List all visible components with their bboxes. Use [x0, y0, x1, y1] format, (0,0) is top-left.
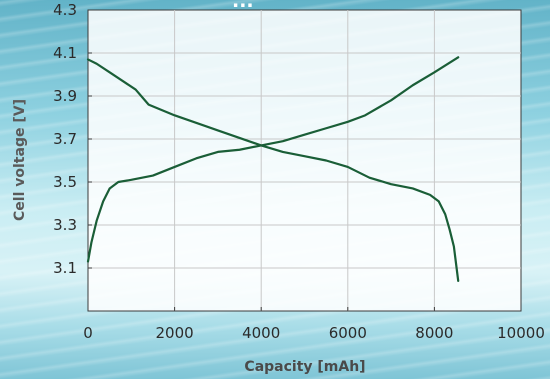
y-tick-label-6: 4.3	[53, 1, 77, 19]
y-tick-label-0: 3.1	[53, 259, 77, 277]
chart-title: ...	[232, 0, 254, 12]
plot-area	[87, 9, 522, 312]
y-tick-label-3: 3.7	[53, 130, 77, 148]
x-tick-label-2: 4000	[242, 324, 280, 342]
y-tick-label-1: 3.3	[53, 216, 77, 234]
y-tick-label-2: 3.5	[53, 173, 77, 191]
x-tick-label-4: 8000	[415, 324, 453, 342]
series-line-1	[86, 58, 460, 282]
x-tick-label-3: 6000	[329, 324, 367, 342]
y-tick-label-4: 3.9	[53, 87, 77, 105]
x-tick-label-1: 2000	[156, 324, 194, 342]
x-axis-label: Capacity [mAh]	[244, 359, 366, 375]
y-tick-label-5: 4.1	[53, 44, 77, 62]
x-tick-label-5: 10000	[497, 324, 545, 342]
x-tick-label-0: 0	[83, 324, 93, 342]
series-line-2	[86, 56, 460, 263]
